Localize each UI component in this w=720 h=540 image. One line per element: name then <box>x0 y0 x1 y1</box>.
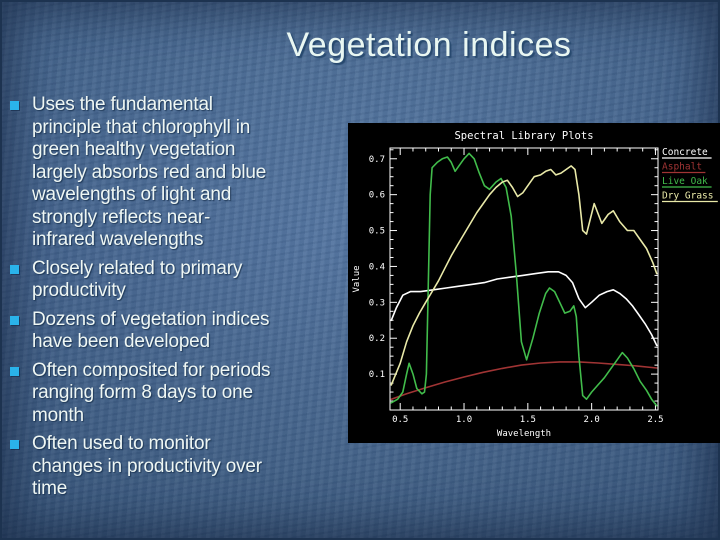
bullet-square-icon <box>10 315 19 325</box>
x-axis-label: Wavelength <box>497 429 551 439</box>
bullet-item: Often composited for periods ranging for… <box>10 360 346 428</box>
legend-label-concrete: Concrete <box>662 147 708 158</box>
y-tick-label: 0.1 <box>369 370 385 380</box>
spectral-library-chart: 0.5 1.0 1.5 2.0 2.5 0.1 0.2 0.3 0.4 0.5 0.6 0.7 Spec… <box>348 123 720 443</box>
bullet-list: Uses the fundamental principle that chlo… <box>10 94 346 507</box>
y-tick-label: 0.4 <box>369 262 385 272</box>
bullet-text: Uses the fundamental principle that chlo… <box>32 94 267 250</box>
bullet-square-icon <box>10 366 19 376</box>
series-line-live-oak <box>390 152 658 407</box>
y-tick-label: 0.5 <box>369 227 385 237</box>
bullet-text: Dozens of vegetation indices have been d… <box>32 308 270 353</box>
bullet-item: Closely related to primary productivity <box>10 258 346 303</box>
bullet-item: Dozens of vegetation indices have been d… <box>10 309 346 354</box>
bullet-square-icon <box>10 101 19 110</box>
legend-label-dry-grass: Dry Grass <box>662 191 713 202</box>
y-tick-label: 0.3 <box>369 298 385 308</box>
y-axis-label: Value <box>352 265 362 292</box>
series-line-asphalt <box>390 361 658 401</box>
x-tick-label: 0.5 <box>392 415 408 425</box>
bullet-square-icon <box>10 264 19 274</box>
series-line-dry-grass <box>390 165 658 386</box>
chart-title: Spectral Library Plots <box>454 130 593 142</box>
axes-box <box>389 147 659 411</box>
bullet-square-icon <box>10 440 19 449</box>
x-tick-label: 2.0 <box>584 415 600 425</box>
spectral-library-plot-svg: 0.5 1.0 1.5 2.0 2.5 0.1 0.2 0.3 0.4 0.5 0.6 0.7 Spec… <box>348 123 720 443</box>
slide-title: Vegetation indices <box>286 26 572 64</box>
legend-label-live-oak: Live Oak <box>662 176 708 187</box>
bullet-item: Often used to monitor changes in product… <box>10 433 346 501</box>
x-tick-label: 1.0 <box>456 415 472 425</box>
x-tick-label: 2.5 <box>647 415 663 425</box>
y-tick-label: 0.6 <box>369 191 385 201</box>
legend-label-asphalt: Asphalt <box>662 162 702 173</box>
bullet-text: Often composited for periods ranging for… <box>32 359 271 426</box>
bullet-text: Closely related to primary productivity <box>32 257 243 302</box>
bullet-item: Uses the fundamental principle that chlo… <box>10 94 346 252</box>
x-tick-label: 1.5 <box>520 415 536 425</box>
y-tick-label: 0.2 <box>369 334 385 344</box>
y-tick-label: 0.7 <box>369 155 385 165</box>
bullet-text: Often used to monitor changes in product… <box>32 433 262 499</box>
